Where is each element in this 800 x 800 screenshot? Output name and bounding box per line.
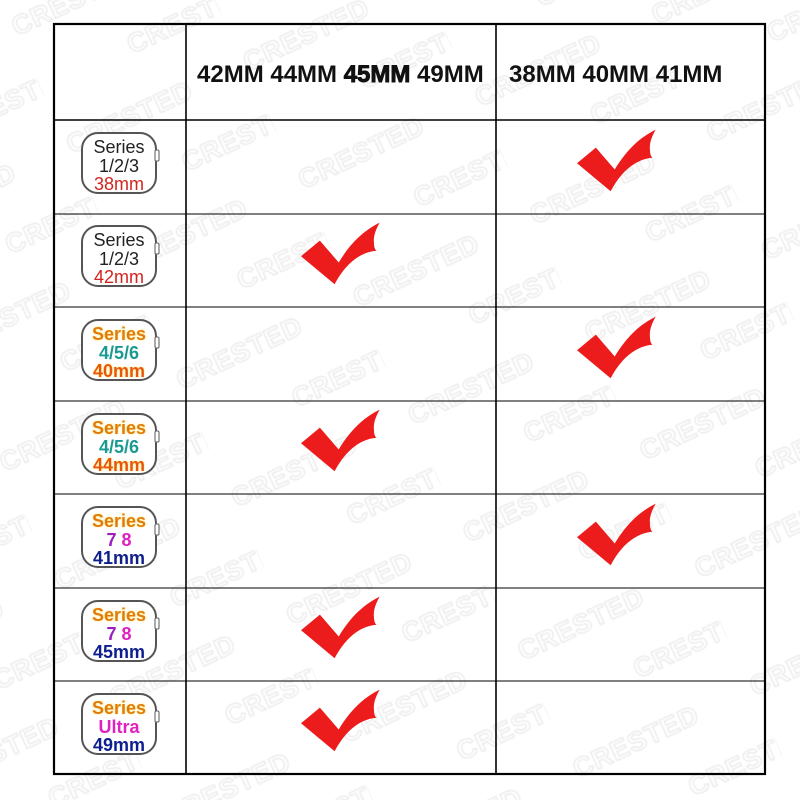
svg-text:Series: Series bbox=[92, 511, 146, 531]
svg-text:Series: Series bbox=[92, 324, 146, 344]
svg-text:7 8: 7 8 bbox=[106, 624, 131, 644]
svg-text:41mm: 41mm bbox=[93, 548, 145, 568]
svg-text:44mm: 44mm bbox=[93, 455, 145, 475]
svg-text:1/2/3: 1/2/3 bbox=[99, 156, 139, 176]
svg-text:42MM 44MM 45MM 49MM: 42MM 44MM 45MM 49MM bbox=[197, 61, 484, 88]
svg-text:4/5/6: 4/5/6 bbox=[99, 437, 139, 457]
svg-text:7 8: 7 8 bbox=[106, 530, 131, 550]
svg-text:Series: Series bbox=[92, 418, 146, 438]
svg-text:Ultra: Ultra bbox=[98, 717, 140, 737]
svg-text:45mm: 45mm bbox=[93, 642, 145, 662]
svg-text:Series: Series bbox=[93, 137, 144, 157]
svg-text:49mm: 49mm bbox=[93, 735, 145, 755]
svg-text:Series: Series bbox=[92, 605, 146, 625]
svg-text:38mm: 38mm bbox=[94, 174, 144, 194]
svg-text:4/5/6: 4/5/6 bbox=[99, 343, 139, 363]
svg-text:38MM 40MM 41MM: 38MM 40MM 41MM bbox=[509, 61, 722, 88]
svg-text:Series: Series bbox=[93, 230, 144, 250]
svg-text:42mm: 42mm bbox=[94, 267, 144, 287]
svg-text:40mm: 40mm bbox=[93, 361, 145, 381]
svg-text:1/2/3: 1/2/3 bbox=[99, 249, 139, 269]
svg-text:Series: Series bbox=[92, 698, 146, 718]
